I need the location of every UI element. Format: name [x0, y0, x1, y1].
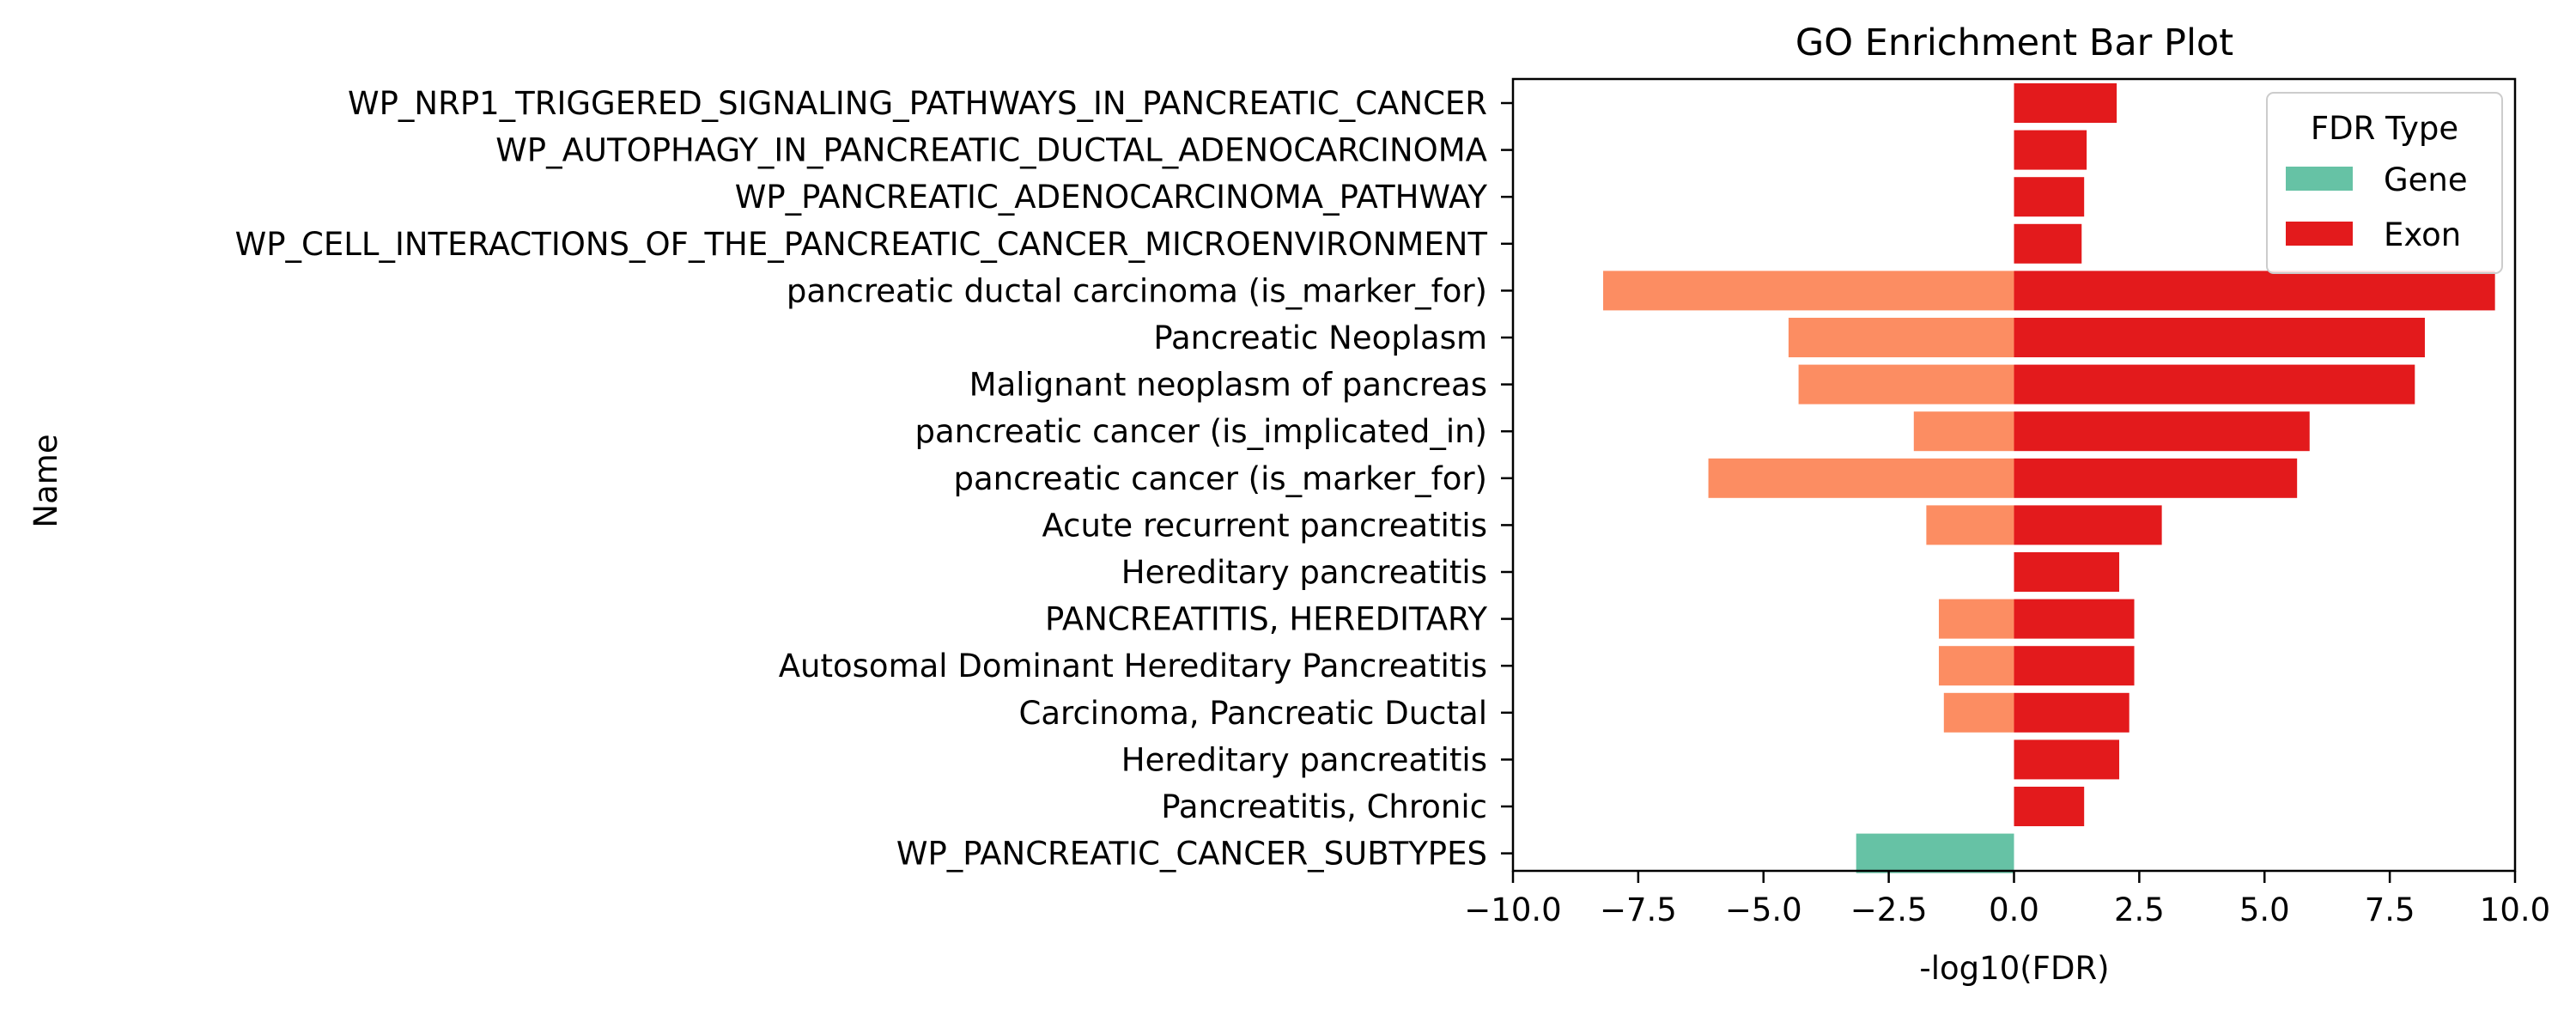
- bar-exon: [2014, 787, 2085, 826]
- x-tick-label: −10.0: [1464, 891, 1561, 928]
- bar-gene: [1708, 458, 2014, 498]
- bar-gene: [1856, 833, 2014, 873]
- bar-gene: [1938, 646, 2014, 686]
- bar-gene: [1913, 411, 2014, 452]
- y-tick-label: Autosomal Dominant Hereditary Pancreatit…: [779, 648, 1487, 684]
- bar-exon: [2014, 646, 2135, 686]
- bar-exon: [2014, 692, 2129, 733]
- bar-exon: [2014, 411, 2310, 452]
- bar-exon: [2014, 458, 2298, 498]
- legend: FDR Type Gene Exon: [2266, 92, 2503, 274]
- y-tick-labels: WP_NRP1_TRIGGERED_SIGNALING_PATHWAYS_IN_…: [235, 85, 1513, 873]
- y-tick-label: WP_NRP1_TRIGGERED_SIGNALING_PATHWAYS_IN_…: [348, 85, 1487, 122]
- bar-exon: [2014, 364, 2415, 405]
- y-tick-label: PANCREATITIS, HEREDITARY: [1045, 601, 1487, 638]
- bar-gene: [1788, 318, 2014, 357]
- bar-exon: [2014, 130, 2087, 170]
- x-tick-label: 5.0: [2239, 891, 2290, 928]
- legend-swatch-gene: [2286, 167, 2353, 191]
- bars: [1603, 83, 2495, 873]
- legend-label-exon: Exon: [2384, 216, 2461, 253]
- y-tick-label: pancreatic cancer (is_marker_for): [953, 460, 1487, 497]
- x-tick-label: −2.5: [1850, 891, 1928, 928]
- legend-title: FDR Type: [2311, 110, 2458, 147]
- y-tick-label: Acute recurrent pancreatitis: [1042, 507, 1487, 544]
- bar-exon: [2014, 505, 2162, 545]
- bar-gene: [1603, 271, 2014, 311]
- y-tick-label: pancreatic cancer (is_implicated_in): [914, 413, 1487, 450]
- y-tick-label: WP_PANCREATIC_ADENOCARCINOMA_PATHWAY: [735, 179, 1488, 216]
- y-axis-label: Name: [27, 434, 64, 527]
- y-tick-label: Pancreatic Neoplasm: [1153, 319, 1487, 356]
- x-tick-label: −5.0: [1725, 891, 1802, 928]
- x-tick-label: 2.5: [2114, 891, 2165, 928]
- y-tick-label: Hereditary pancreatitis: [1121, 554, 1487, 591]
- legend-label-gene: Gene: [2384, 161, 2468, 198]
- bar-exon: [2014, 223, 2082, 264]
- bar-exon: [2014, 739, 2120, 780]
- y-tick-label: WP_CELL_INTERACTIONS_OF_THE_PANCREATIC_C…: [235, 226, 1488, 263]
- y-tick-label: pancreatic ductal carcinoma (is_marker_f…: [787, 272, 1487, 309]
- legend-swatch-exon: [2286, 222, 2353, 246]
- bar-exon: [2014, 177, 2085, 217]
- y-tick-label: Malignant neoplasm of pancreas: [969, 367, 1487, 404]
- x-tick-label: 0.0: [1989, 891, 2039, 928]
- x-tick-label: 10.0: [2480, 891, 2550, 928]
- bar-gene: [1938, 599, 2014, 639]
- y-tick-label: Hereditary pancreatitis: [1121, 741, 1487, 778]
- bar-exon: [2014, 83, 2117, 123]
- x-tick-label: 7.5: [2365, 891, 2415, 928]
- y-tick-label: WP_AUTOPHAGY_IN_PANCREATIC_DUCTAL_ADENOC…: [495, 132, 1487, 169]
- y-tick-label: WP_PANCREATIC_CANCER_SUBTYPES: [896, 836, 1487, 873]
- x-tick-label: −7.5: [1600, 891, 1677, 928]
- bar-exon: [2014, 318, 2425, 357]
- bar-gene: [1943, 692, 2014, 733]
- bar-exon: [2014, 552, 2120, 592]
- bar-exon: [2014, 271, 2495, 311]
- bar-gene: [1926, 505, 2014, 545]
- bar-exon: [2014, 599, 2135, 639]
- x-axis-ticks: −10.0 −7.5 −5.0 −2.5 0.0 2.5 5.0 7.5 10.0: [1464, 871, 2550, 928]
- chart-title: GO Enrichment Bar Plot: [1795, 21, 2233, 64]
- x-axis-label: -log10(FDR): [1919, 950, 2109, 987]
- bar-gene: [1798, 364, 2014, 405]
- y-tick-label: Carcinoma, Pancreatic Ductal: [1019, 695, 1487, 732]
- y-tick-label: Pancreatitis, Chronic: [1161, 788, 1487, 825]
